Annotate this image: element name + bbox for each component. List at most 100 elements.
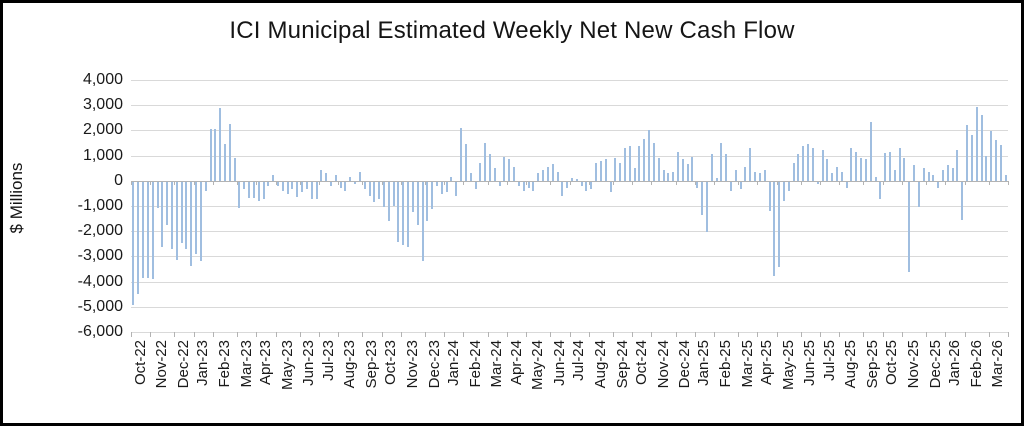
x-axis-tick-label: May-24 [529, 340, 547, 391]
bar [1004, 174, 1007, 181]
x-axis-tick-label: Mar-25 [738, 340, 756, 388]
bar [768, 181, 771, 211]
bar [527, 181, 530, 189]
bar [479, 163, 482, 181]
y-gridline [131, 282, 1008, 283]
bar [484, 143, 487, 181]
bar [903, 158, 906, 181]
x-axis-tick [632, 332, 633, 337]
bar [648, 130, 650, 181]
zero-axis-tick [194, 181, 195, 185]
bar [879, 181, 882, 200]
bar [922, 168, 925, 181]
x-axis-tick [131, 332, 132, 337]
bar [440, 181, 443, 195]
zero-axis-tick [820, 181, 821, 185]
bar [508, 159, 511, 181]
x-axis-tick-label: Dec-22 [175, 340, 192, 389]
bar [782, 181, 785, 201]
zero-axis-tick [989, 181, 990, 185]
zero-axis-tick [676, 181, 677, 185]
x-axis-tick [213, 332, 214, 337]
y-axis-tick-label: 1,000 [82, 147, 123, 164]
bar [310, 181, 313, 200]
zero-axis-tick [131, 181, 132, 185]
zero-axis-tick [237, 181, 238, 185]
x-axis-tick-label: Oct-24 [632, 340, 650, 386]
bar [252, 181, 255, 199]
bar [749, 148, 752, 181]
bar [609, 181, 612, 192]
x-axis-zero-line [131, 181, 1008, 182]
zero-axis-tick [488, 181, 489, 185]
x-axis-tick [237, 332, 238, 337]
x-axis-tick [695, 332, 696, 337]
x-axis-tick [945, 332, 946, 337]
bar [970, 134, 973, 181]
zero-axis-tick [570, 181, 571, 185]
x-axis-tick [319, 332, 320, 337]
bar [966, 124, 968, 181]
bar [209, 129, 212, 181]
bar [489, 154, 491, 181]
bar [142, 181, 144, 278]
x-axis-tick [651, 332, 652, 337]
bar [551, 164, 554, 181]
bar [956, 149, 959, 181]
x-axis-tick [463, 332, 464, 337]
x-axis-tick [820, 332, 821, 337]
bar [296, 181, 299, 197]
bar [146, 181, 149, 278]
bar [725, 154, 728, 181]
bar [773, 181, 776, 277]
bar [411, 181, 414, 212]
bar [614, 158, 617, 181]
bar [180, 181, 183, 244]
bar [455, 181, 458, 196]
bar [917, 181, 920, 207]
bar [995, 139, 997, 181]
x-axis-tick [276, 332, 277, 337]
bar [710, 154, 713, 181]
bar [763, 169, 766, 181]
x-axis-tick-label: May-25 [779, 340, 797, 391]
bar [754, 172, 756, 181]
x-axis-tick [174, 332, 175, 337]
bar [701, 181, 703, 215]
zero-axis-tick [382, 181, 383, 185]
bar [778, 181, 781, 268]
bar [802, 146, 805, 181]
bar [599, 161, 602, 181]
bar [864, 159, 867, 181]
x-axis-tick-label: Dec-23 [425, 340, 443, 389]
bar [807, 144, 809, 181]
bar [228, 124, 231, 181]
bar [580, 181, 583, 186]
bar [941, 169, 944, 181]
zero-axis-tick [801, 181, 802, 185]
bar [975, 106, 978, 181]
bar [840, 171, 843, 181]
bar [657, 158, 660, 181]
x-axis-tick-label: Jan-23 [194, 340, 212, 386]
x-axis-tick-label: Aug-23 [341, 340, 359, 389]
y-gridline [131, 332, 1008, 333]
y-axis-tick-label: -2,000 [77, 222, 123, 239]
bar [397, 181, 400, 243]
x-axis-tick [777, 332, 778, 337]
bar [320, 169, 323, 181]
bar [643, 139, 646, 181]
x-axis-tick [989, 332, 990, 337]
y-axis-tick-label: -3,000 [77, 247, 123, 264]
y-axis-tick-label: 2,000 [82, 121, 123, 138]
zero-axis-tick [150, 181, 151, 185]
x-axis-tick [965, 332, 966, 337]
x-axis-tick [714, 332, 715, 337]
bar [368, 181, 371, 196]
x-axis-tick-label: Sep-24 [613, 340, 631, 389]
zero-axis-tick [839, 181, 840, 185]
bar [937, 181, 940, 188]
bar [537, 173, 540, 181]
x-axis-tick-label: Nov-23 [403, 340, 421, 389]
bar [450, 177, 453, 181]
